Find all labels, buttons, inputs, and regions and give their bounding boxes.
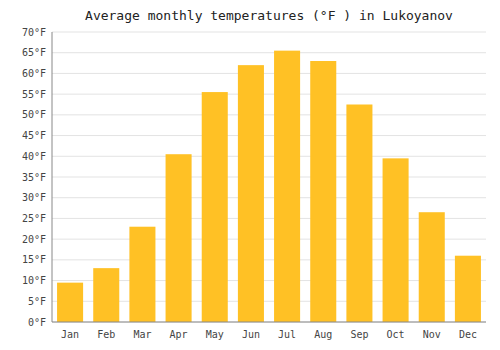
bar bbox=[57, 283, 83, 322]
y-grid-line bbox=[52, 156, 486, 157]
chart-svg: Average monthly temperatures (°F ) in Lu… bbox=[0, 0, 500, 350]
bar bbox=[166, 154, 192, 322]
bar bbox=[455, 256, 481, 322]
x-tick-label: Jul bbox=[278, 329, 296, 340]
x-tick-label: Apr bbox=[170, 329, 188, 340]
x-tick-label: Feb bbox=[97, 329, 115, 340]
y-grid-line bbox=[52, 52, 486, 53]
bar bbox=[129, 227, 155, 322]
y-grid-line bbox=[52, 73, 486, 74]
bar bbox=[346, 105, 372, 323]
y-grid-line bbox=[52, 177, 486, 178]
x-tick-label: Sep bbox=[350, 329, 368, 340]
y-grid-line bbox=[52, 32, 486, 33]
y-tick-label: 70°F bbox=[22, 27, 46, 38]
y-tick-label: 5°F bbox=[28, 296, 46, 307]
y-tick-label: 45°F bbox=[22, 130, 46, 141]
y-tick-label: 40°F bbox=[22, 151, 46, 162]
bar bbox=[93, 268, 119, 322]
bar bbox=[274, 51, 300, 322]
grid bbox=[52, 32, 486, 322]
y-tick-label: 25°F bbox=[22, 213, 46, 224]
chart-container: Average monthly temperatures (°F ) in Lu… bbox=[0, 0, 500, 350]
y-tick-label: 10°F bbox=[22, 275, 46, 286]
x-tick-label: Nov bbox=[423, 329, 441, 340]
y-grid-line bbox=[52, 322, 486, 323]
x-tick-label: Oct bbox=[387, 329, 405, 340]
x-tick-label: Aug bbox=[314, 329, 332, 340]
y-tick-label: 20°F bbox=[22, 234, 46, 245]
y-tick-label: 35°F bbox=[22, 172, 46, 183]
y-tick-label: 15°F bbox=[22, 254, 46, 265]
bar bbox=[419, 212, 445, 322]
bar bbox=[383, 158, 409, 322]
y-tick-label: 30°F bbox=[22, 192, 46, 203]
y-axis-line bbox=[52, 32, 53, 322]
y-tick-label: 0°F bbox=[28, 317, 46, 328]
x-tick-label: Jan bbox=[61, 329, 79, 340]
x-axis: Jan Feb Mar Apr May Jun Jul Aug Sep Oct Nov Dec bbox=[61, 329, 477, 340]
bar bbox=[202, 92, 228, 322]
y-tick-label: 60°F bbox=[22, 68, 46, 79]
x-tick-label: Jun bbox=[242, 329, 260, 340]
bars bbox=[57, 51, 481, 322]
y-tick-label: 55°F bbox=[22, 89, 46, 100]
x-tick-label: Dec bbox=[459, 329, 477, 340]
y-axis: 0°F 5°F 10°F 15°F 20°F 25°F 30°F 35°F 40°F 45°F 50… bbox=[22, 27, 46, 328]
y-grid-line bbox=[52, 114, 486, 115]
chart-title: Average monthly temperatures (°F ) in Lu… bbox=[85, 8, 453, 23]
x-axis-line bbox=[52, 322, 486, 323]
bar bbox=[238, 65, 264, 322]
bar bbox=[310, 61, 336, 322]
x-tick-label: May bbox=[206, 329, 224, 340]
y-grid-line bbox=[52, 94, 486, 95]
y-grid-line bbox=[52, 135, 486, 136]
y-tick-label: 65°F bbox=[22, 47, 46, 58]
y-tick-label: 50°F bbox=[22, 109, 46, 120]
y-grid-line bbox=[52, 197, 486, 198]
x-tick-label: Mar bbox=[133, 329, 151, 340]
